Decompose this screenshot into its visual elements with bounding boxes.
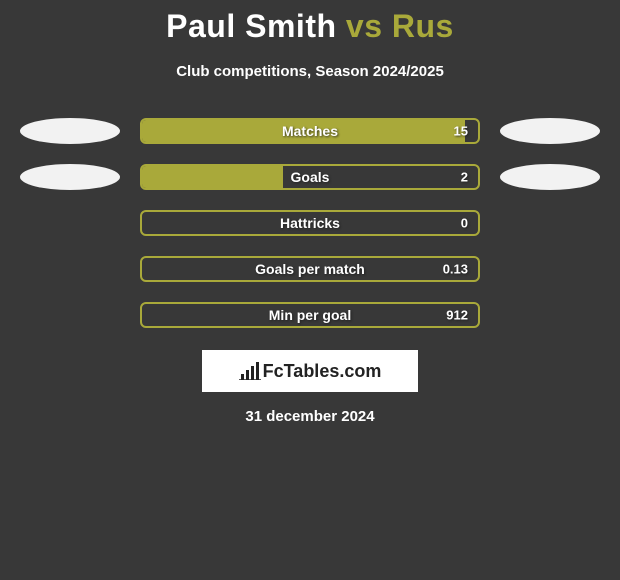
stat-bar: Min per goal912 xyxy=(140,302,480,328)
player1-ellipse xyxy=(20,118,120,144)
main-container: Paul Smith vs Rus Club competitions, Sea… xyxy=(0,0,620,425)
date-text: 31 december 2024 xyxy=(0,408,620,425)
stat-row: Min per goal912 xyxy=(0,302,620,328)
player2-name: Rus xyxy=(392,8,454,44)
stat-row: Goals per match0.13 xyxy=(0,256,620,282)
stat-row: Goals2 xyxy=(0,164,620,190)
stat-value: 0.13 xyxy=(443,262,468,277)
stat-label: Hattricks xyxy=(142,215,478,231)
player2-ellipse xyxy=(500,164,600,190)
stat-row: Hattricks0 xyxy=(0,210,620,236)
subtitle: Club competitions, Season 2024/2025 xyxy=(0,63,620,80)
logo-text: FcTables.com xyxy=(263,361,382,382)
stat-bar: Goals per match0.13 xyxy=(140,256,480,282)
stat-label: Goals per match xyxy=(142,261,478,277)
stat-label: Matches xyxy=(142,123,478,139)
stat-label: Min per goal xyxy=(142,307,478,323)
stat-bar: Goals2 xyxy=(140,164,480,190)
stat-value: 0 xyxy=(461,216,468,231)
stat-row: Matches15 xyxy=(0,118,620,144)
stat-bar: Matches15 xyxy=(140,118,480,144)
logo-box: FcTables.com xyxy=(202,350,418,392)
player2-ellipse xyxy=(500,118,600,144)
page-title: Paul Smith vs Rus xyxy=(0,8,620,45)
vs-text: vs xyxy=(346,8,383,44)
barchart-icon xyxy=(239,362,261,380)
stat-value: 15 xyxy=(454,124,468,139)
player1-ellipse xyxy=(20,164,120,190)
player1-name: Paul Smith xyxy=(166,8,336,44)
stat-bar: Hattricks0 xyxy=(140,210,480,236)
stat-value: 2 xyxy=(461,170,468,185)
stat-value: 912 xyxy=(446,308,468,323)
stats-list: Matches15 Goals2 Hattricks0 Goals per match… xyxy=(0,118,620,328)
stat-label: Goals xyxy=(142,169,478,185)
